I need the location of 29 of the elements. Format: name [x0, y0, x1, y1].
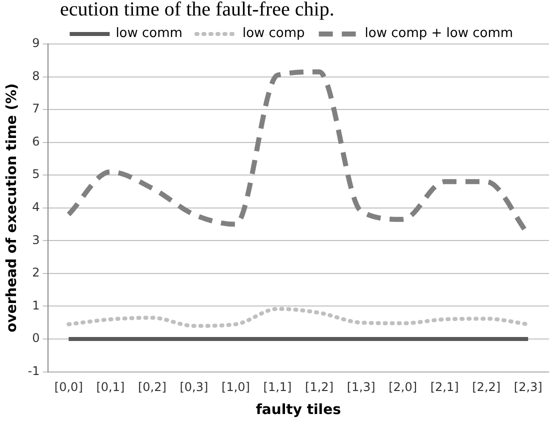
- x-tick-label: [0,2]: [138, 380, 166, 394]
- y-tick-label: 8: [32, 68, 40, 83]
- legend-label: low comp: [242, 26, 305, 41]
- y-axis-title: overhead of execution time (%): [4, 83, 20, 332]
- y-tick-label: 7: [32, 102, 40, 116]
- y-tick-label: 5: [32, 167, 40, 182]
- x-tick-label: [1,3]: [346, 380, 376, 394]
- y-tick-label: 3: [32, 232, 40, 247]
- x-tick-label: [2,3]: [514, 380, 542, 394]
- x-tick-label: [1,2]: [305, 380, 334, 394]
- x-tick-label: [1,1]: [263, 380, 292, 394]
- x-tick-label: [0,3]: [180, 380, 208, 394]
- y-tick-label: 2: [32, 266, 40, 280]
- y-tick-label: 1: [32, 298, 40, 312]
- y-tick-label: -1: [28, 364, 40, 378]
- text: ecution time of the fault-free chip.: [60, 0, 334, 20]
- legend-label: low comp + low comm: [364, 26, 514, 41]
- x-axis-title: faulty tiles: [256, 402, 341, 418]
- y-tick-label: 6: [32, 134, 40, 148]
- x-tick-label: [2,1]: [430, 380, 459, 394]
- x-tick-label: [0,0]: [54, 380, 83, 394]
- x-tick-label: [2,0]: [388, 380, 418, 394]
- y-tick-label: 9: [32, 36, 40, 50]
- y-tick-label: 0: [32, 331, 40, 346]
- x-tick-label: [2,2]: [472, 380, 501, 394]
- x-tick-label: [0,1]: [96, 380, 125, 394]
- y-tick-label: 4: [32, 200, 40, 214]
- x-tick-label: [1,0]: [222, 380, 250, 394]
- legend-label: low comm: [116, 26, 182, 41]
